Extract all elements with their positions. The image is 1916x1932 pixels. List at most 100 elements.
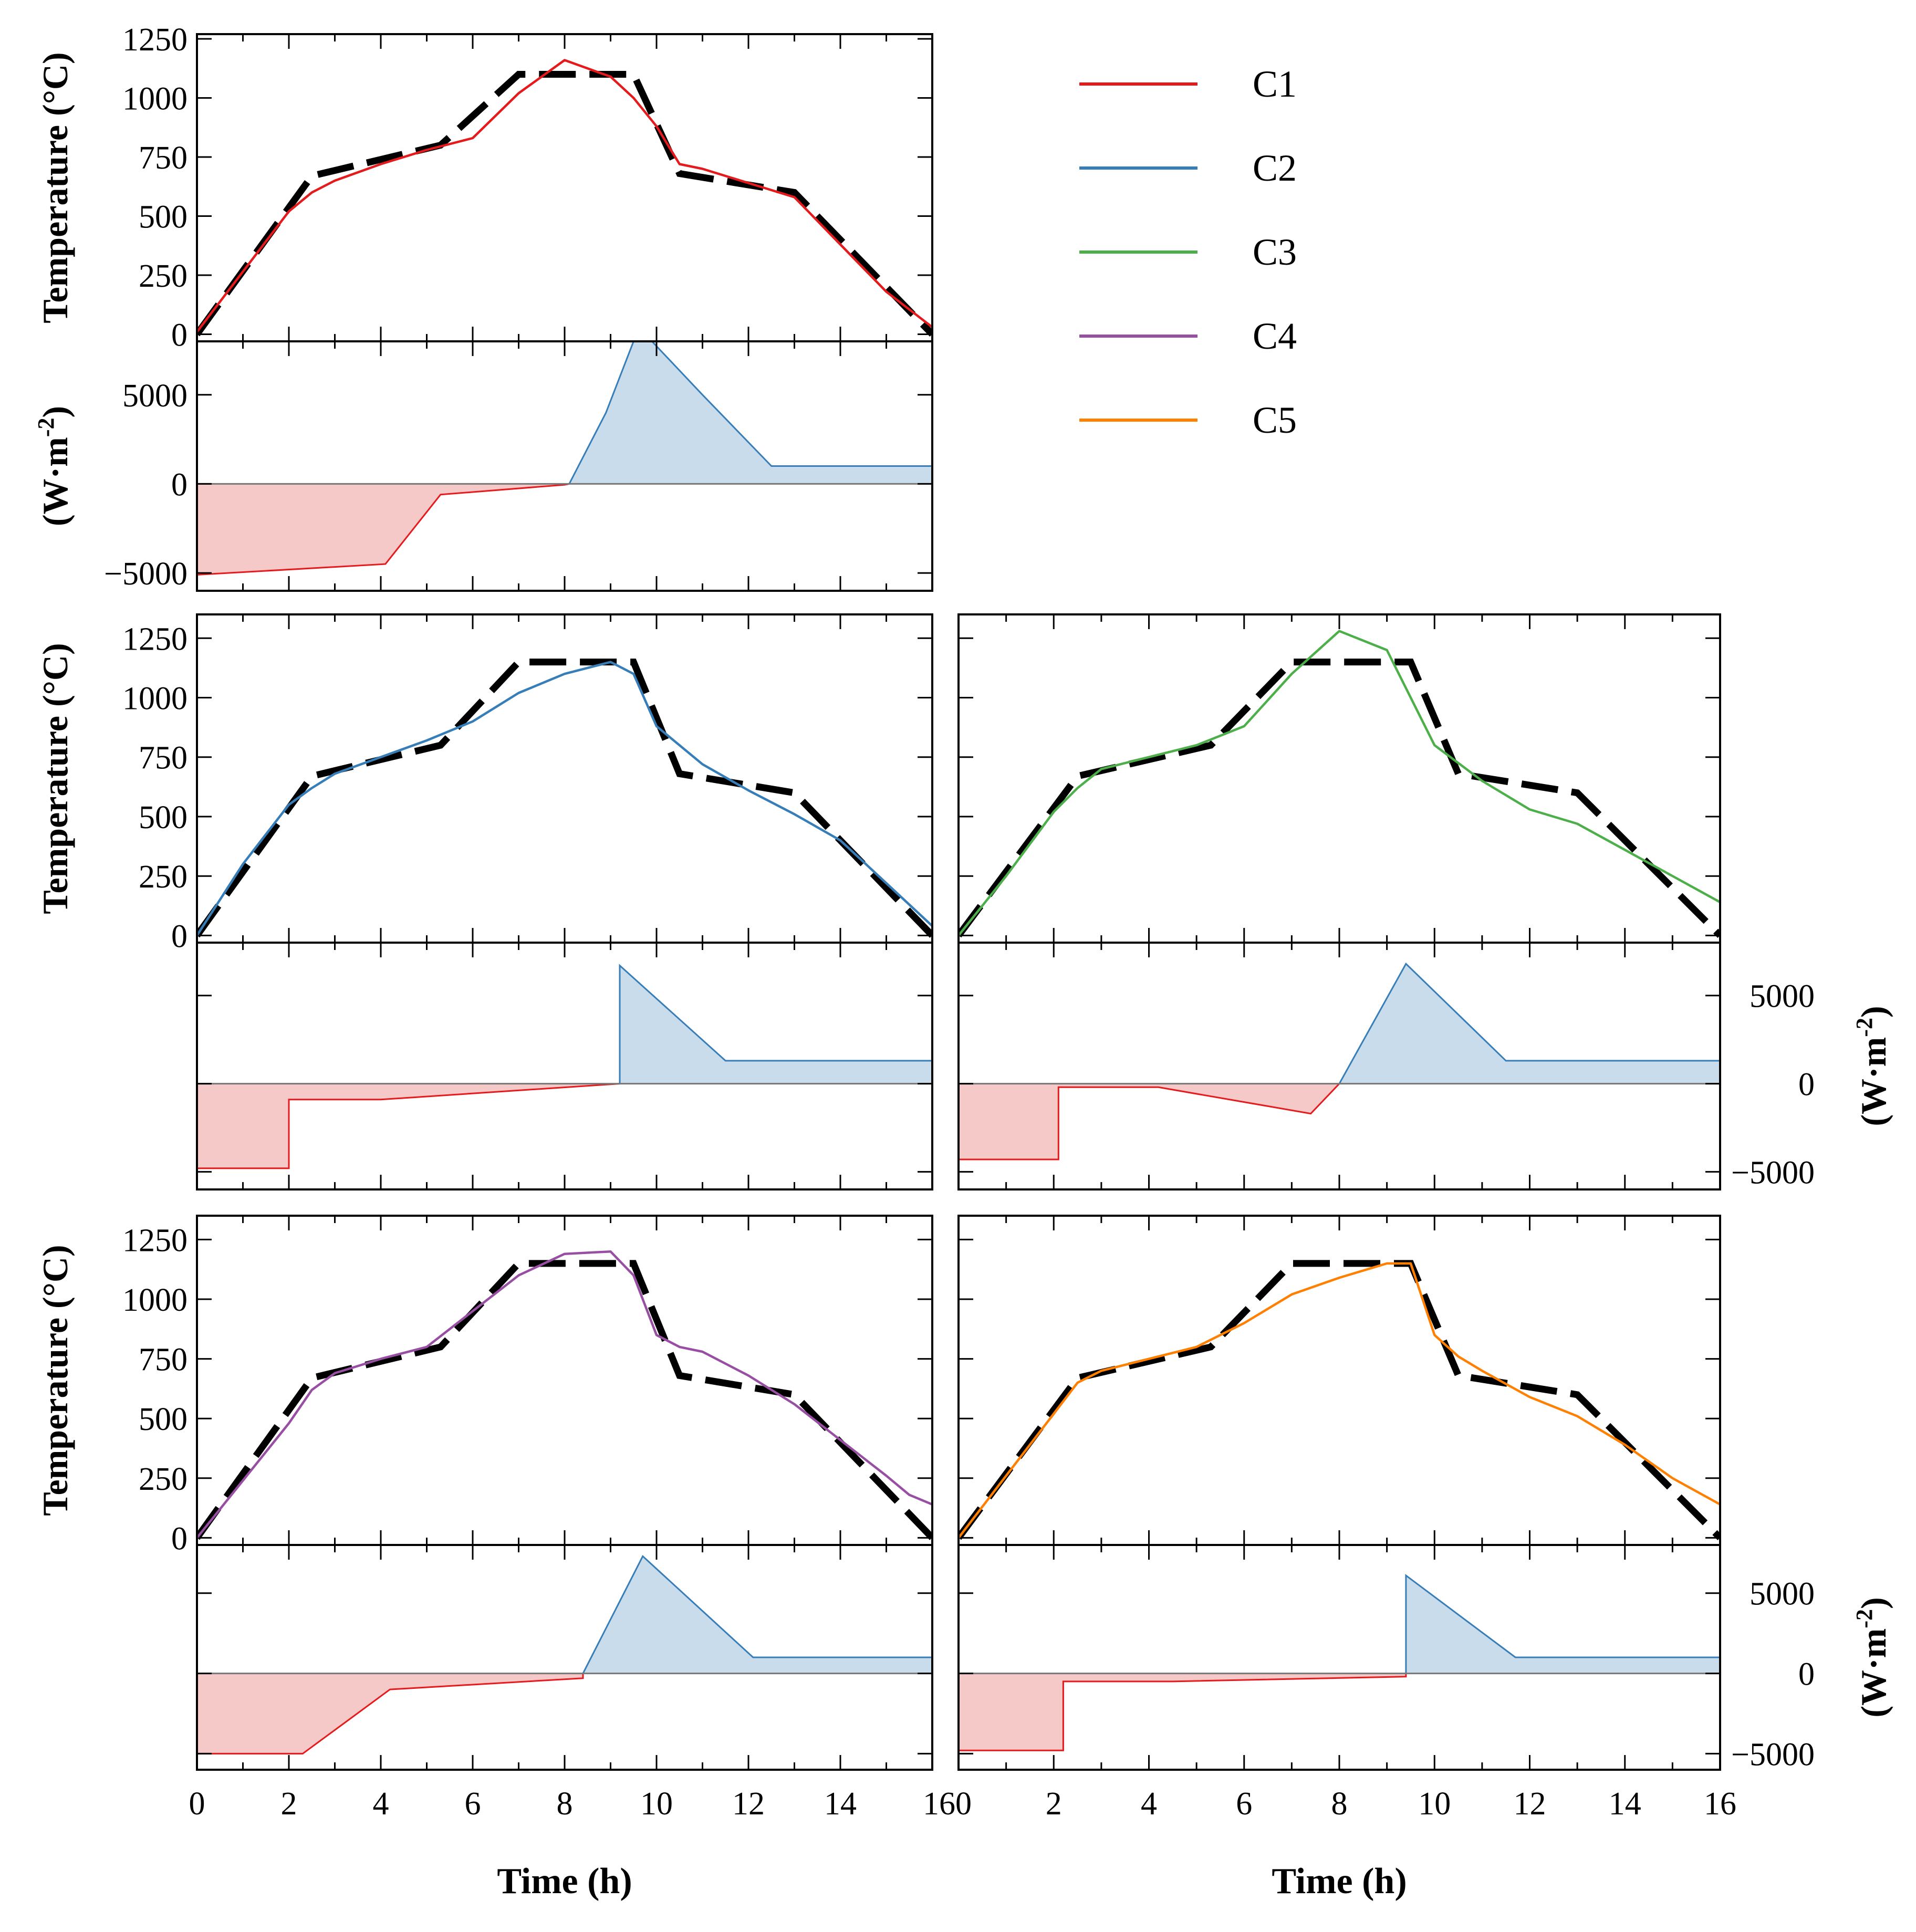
heat-flux-frame xyxy=(196,340,933,592)
x-axis-title: Time (h) xyxy=(497,1861,632,1902)
heat-flux-plot-C3: −5000 0 5000 (W·m-2) xyxy=(957,942,1893,1190)
x-axis-title: Time (h) xyxy=(1272,1861,1407,1902)
heat-flux-series xyxy=(197,341,932,576)
x-tick-label: 2 xyxy=(281,1786,297,1822)
x-tick-label: 12 xyxy=(732,1786,765,1822)
x-tick-label: 6 xyxy=(465,1786,481,1822)
legend-label-C4: C4 xyxy=(1253,315,1297,357)
temp-tick-label: 250 xyxy=(139,859,188,895)
x-tick-label: 8 xyxy=(557,1786,573,1822)
negative-flux-area xyxy=(197,484,569,575)
x-tick-label: 10 xyxy=(640,1786,673,1822)
flux-axis-title-close: ) xyxy=(1853,1006,1893,1018)
panel-C3: −5000 0 5000 (W·m-2) xyxy=(957,613,1893,1190)
flux-tick-label: −5000 xyxy=(104,556,188,592)
temp-tick-label: 1250 xyxy=(122,621,188,657)
temperature-plot-C5 xyxy=(957,1215,1721,1546)
temperature-axis-title: Temperature (°C) xyxy=(35,1245,75,1516)
temperature-frame xyxy=(957,1215,1721,1546)
flux-axis-title-main: (W·m xyxy=(1853,1037,1893,1126)
legend-label-C3: C3 xyxy=(1253,231,1297,273)
panel-C5: −5000 0 5000 (W·m-2) 2 4 6 8 10 12 14 16 Time (h) xyxy=(957,1215,1893,1902)
legend-label-C1: C1 xyxy=(1253,63,1297,105)
flux-axis-title-sup: -2 xyxy=(1851,1609,1877,1628)
x-tick-label: 160 xyxy=(923,1786,972,1822)
target-temperature-line xyxy=(197,659,932,938)
x-tick-label: 6 xyxy=(1236,1786,1252,1822)
temperature-frame xyxy=(957,613,1721,944)
heat-flux-frame xyxy=(957,1544,1721,1771)
negative-flux-area xyxy=(959,1673,1406,1751)
x-tick-label: 16 xyxy=(1704,1786,1736,1822)
flux-axis-title-close: ) xyxy=(1853,1597,1893,1609)
negative-flux-line xyxy=(959,1083,1340,1161)
temp-tick-label: 0 xyxy=(171,1521,188,1557)
temperature-plot-C4: 0 250 500 750 1000 1250 Temperature (°C) xyxy=(35,1215,933,1557)
x-tick-label: 4 xyxy=(1141,1786,1157,1822)
positive-flux-area xyxy=(1339,964,1720,1084)
heat-flux-frame xyxy=(196,942,933,1190)
flux-tick-label: 5000 xyxy=(1750,979,1815,1015)
flux-tick-label: 5000 xyxy=(1750,1576,1815,1612)
target-temperature-line xyxy=(959,659,1720,938)
flux-axis-title-main: (W·m xyxy=(1853,1628,1893,1718)
heat-flux-series xyxy=(197,964,932,1169)
flux-tick-label: 0 xyxy=(171,467,188,503)
negative-flux-line xyxy=(959,1673,1407,1751)
temperature-axis-title: Temperature (°C) xyxy=(35,643,75,914)
temp-tick-label: 500 xyxy=(139,800,188,836)
panel-C4: 0 250 500 750 1000 1250 Temperature (°C) 0 2 4 6 8 1… xyxy=(35,1215,972,1902)
flux-tick-label: 0 xyxy=(1798,1067,1815,1103)
temp-tick-label: 1000 xyxy=(122,1282,188,1318)
panel-C1: 0 250 500 750 1000 1250 Temperature (°C) −5000 0… xyxy=(33,22,933,592)
x-tick-label: 4 xyxy=(373,1786,389,1822)
heat-flux-frame xyxy=(957,942,1721,1190)
simulated-temperature-line-C3 xyxy=(959,630,1720,936)
simulated-temperature-line-C1 xyxy=(197,59,932,333)
negative-flux-area xyxy=(197,1673,583,1754)
target-temperature-line xyxy=(959,1260,1720,1540)
temp-tick-label: 750 xyxy=(139,740,188,776)
flux-axis-title: (W·m-2) xyxy=(1851,1597,1893,1717)
temp-tick-label: 500 xyxy=(139,1402,188,1437)
x-tick-label: 0 xyxy=(189,1786,205,1822)
temperature-plot-C2: 0 250 500 750 1000 1250 Temperature (°C) xyxy=(35,613,933,954)
x-tick-label: 8 xyxy=(1331,1786,1348,1822)
temp-tick-label: 250 xyxy=(139,1461,188,1497)
simulated-temperature-line-C4 xyxy=(197,1250,932,1539)
temp-tick-label: 500 xyxy=(139,200,188,235)
flux-axis-title: (W·m-2) xyxy=(33,406,75,526)
temperature-series xyxy=(959,630,1720,938)
positive-flux-line xyxy=(1405,1574,1720,1674)
temp-tick-label: 250 xyxy=(139,258,188,294)
heat-flux-plot-C1: −5000 0 5000 (W·m-2) xyxy=(33,340,933,592)
positive-flux-line xyxy=(1338,962,1720,1084)
temperature-series xyxy=(197,659,932,938)
negative-flux-line xyxy=(197,1673,584,1755)
heat-flux-series xyxy=(959,962,1720,1161)
negative-flux-area xyxy=(959,1083,1339,1160)
positive-flux-line xyxy=(619,964,932,1084)
heat-flux-series xyxy=(959,1574,1720,1751)
temp-tick-label: 750 xyxy=(139,140,188,176)
heat-flux-plot-C5: −5000 0 5000 (W·m-2) 2 4 6 8 10 12 14 16 Time (h) xyxy=(957,1544,1893,1902)
heat-flux-plot-C2 xyxy=(196,942,933,1190)
positive-flux-line xyxy=(582,1554,932,1674)
flux-axis-title: (W·m-2) xyxy=(1851,1006,1893,1126)
flux-axis-title-close: ) xyxy=(35,406,75,418)
simulated-temperature-line-C5 xyxy=(959,1262,1720,1539)
flux-axis-title-sup: -2 xyxy=(1851,1018,1877,1037)
temperature-plot-C1: 0 250 500 750 1000 1250 Temperature (°C) xyxy=(35,22,933,353)
temp-tick-label: 1250 xyxy=(122,1223,188,1258)
flux-axis-title-main: (W·m xyxy=(35,437,75,526)
heat-flux-frame xyxy=(196,1544,933,1771)
temperature-series xyxy=(959,1260,1720,1540)
heat-flux-series xyxy=(197,1554,932,1755)
target-temperature-line xyxy=(197,71,932,337)
temp-tick-label: 1250 xyxy=(122,22,188,58)
positive-flux-area xyxy=(1405,1575,1720,1674)
legend-label-C5: C5 xyxy=(1253,399,1297,441)
temp-tick-label: 1000 xyxy=(122,81,188,117)
temperature-plot-C3 xyxy=(957,613,1721,944)
